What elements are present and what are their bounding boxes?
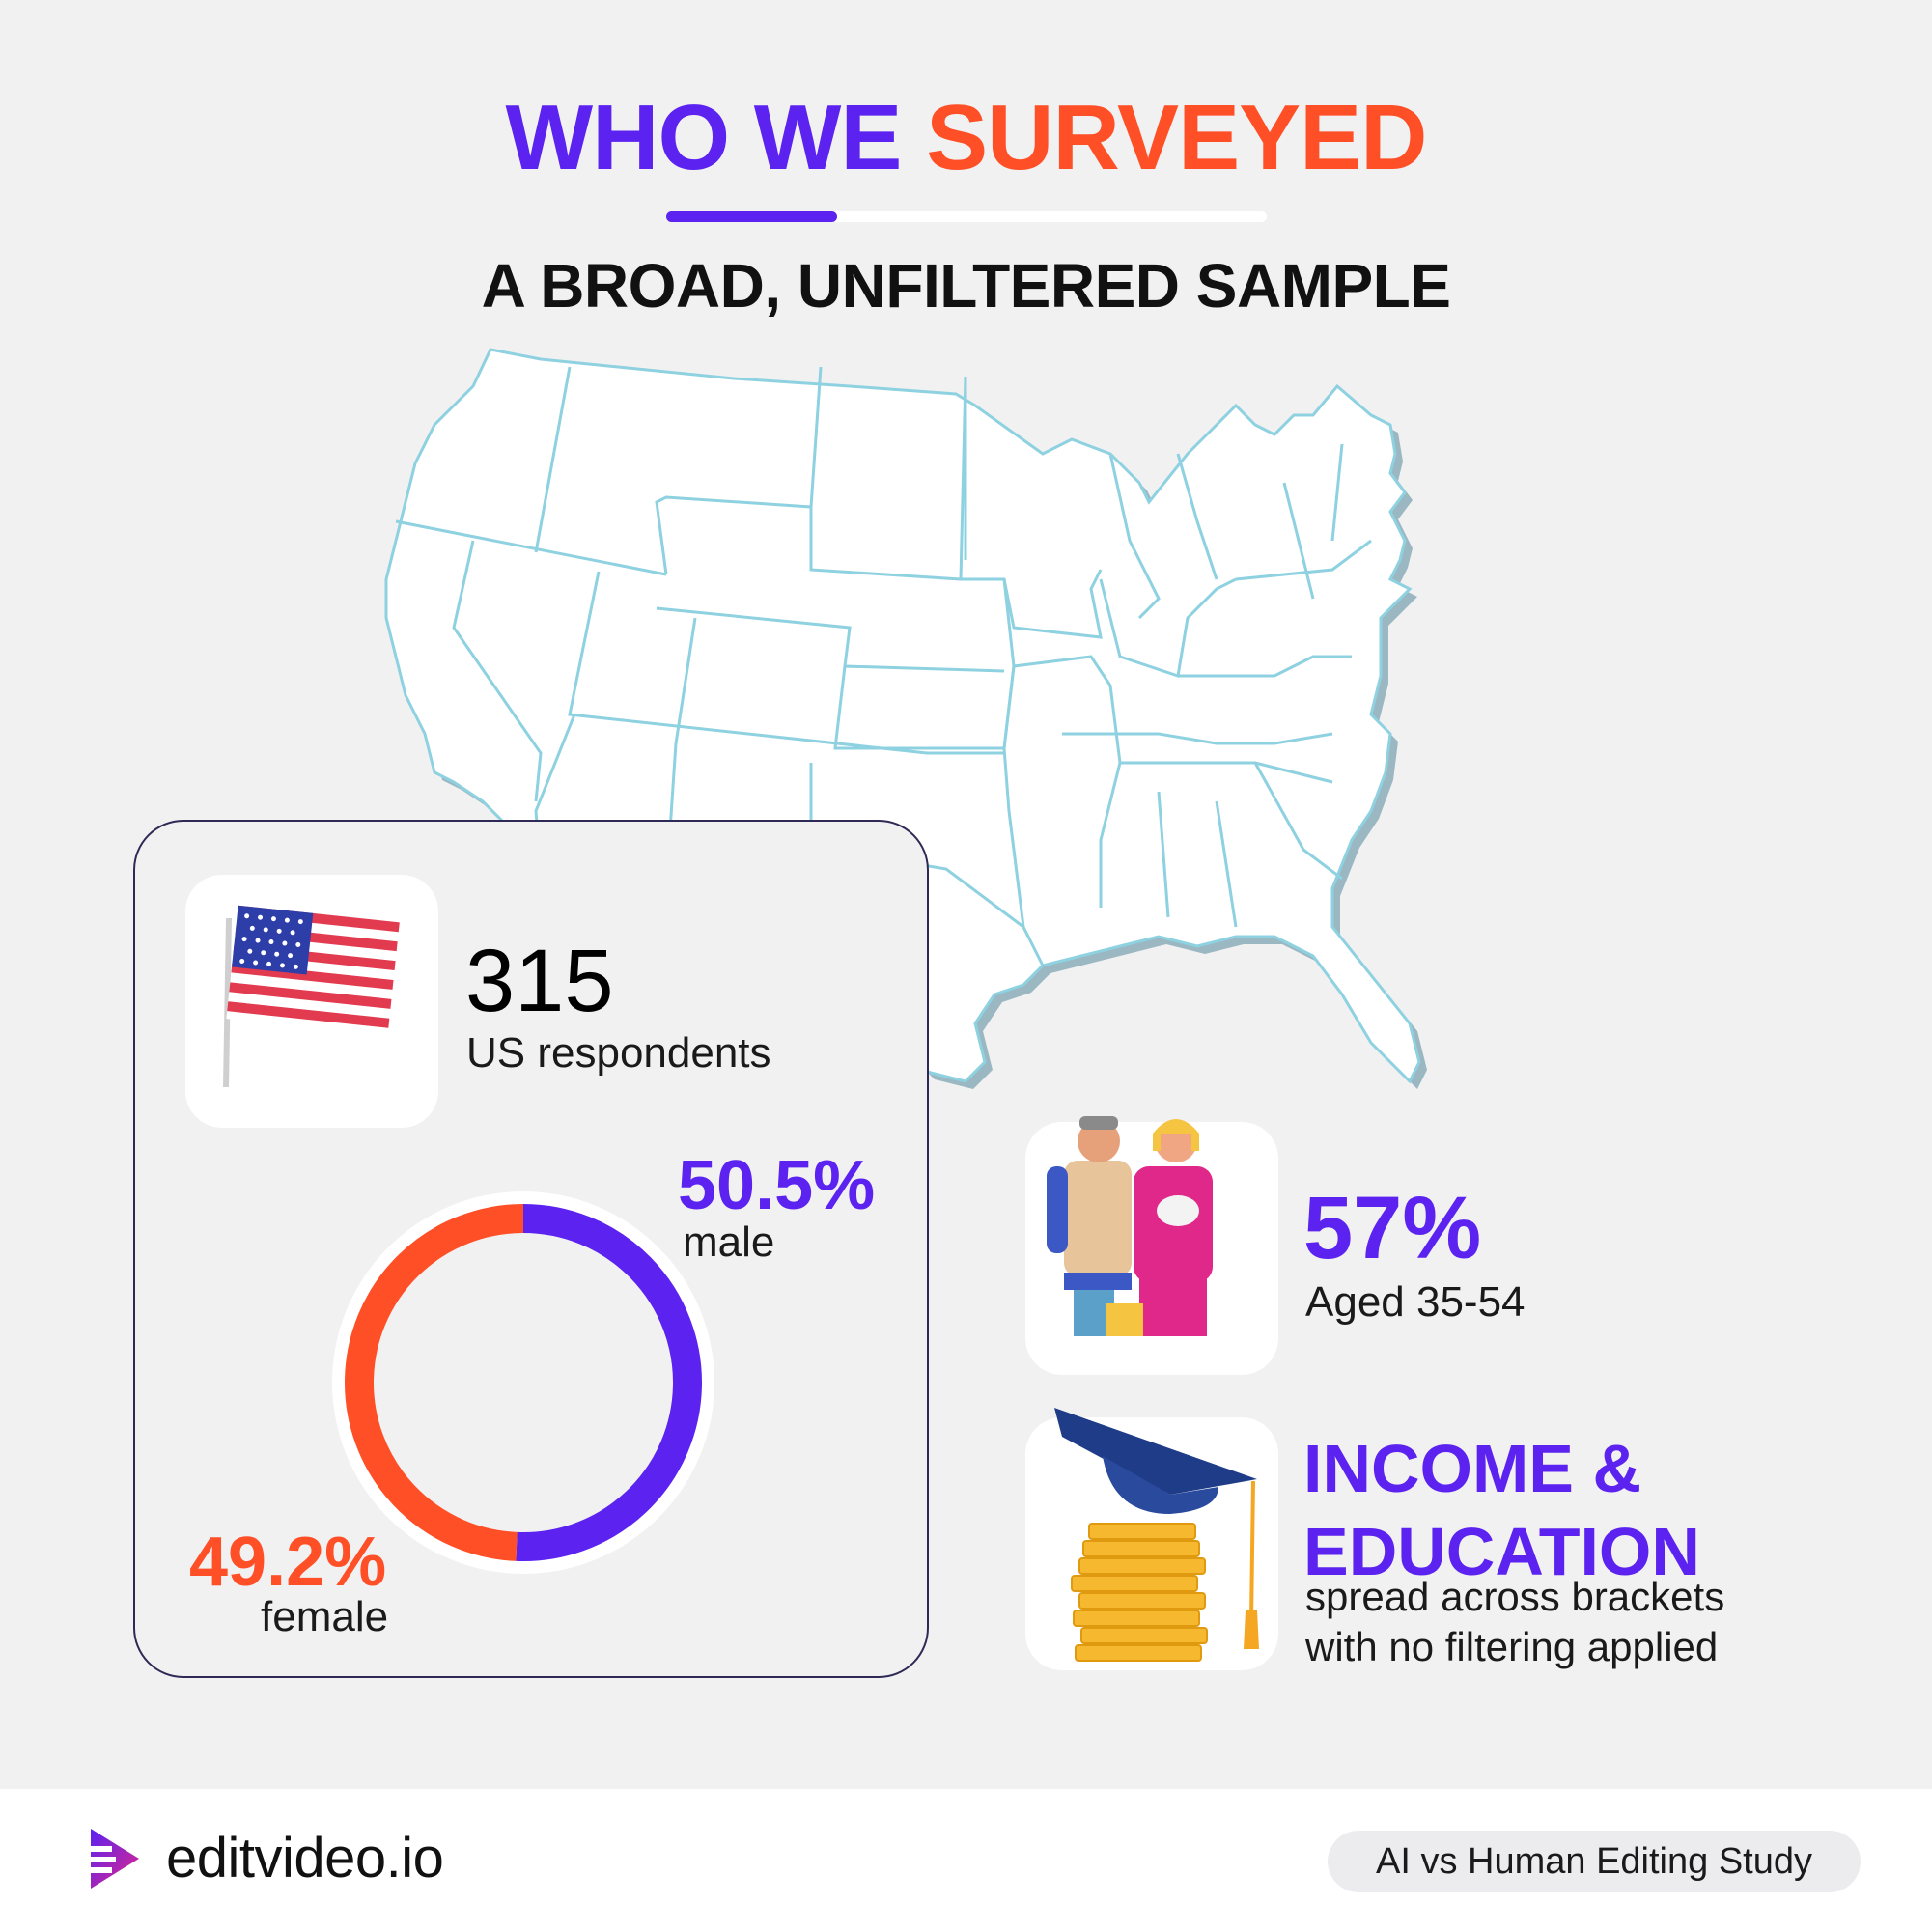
study-badge: AI vs Human Editing Study xyxy=(1328,1831,1861,1892)
female-label: female xyxy=(261,1593,389,1640)
us-flag-icon xyxy=(223,905,400,1088)
page-subtitle: A BROAD, UNFILTERED SAMPLE xyxy=(481,251,1451,321)
male-percentage: 50.5% xyxy=(678,1147,876,1224)
income-education-heading: INCOME & EDUCATION xyxy=(1303,1427,1806,1593)
income-education-tile xyxy=(1025,1408,1278,1670)
title-underline-accent xyxy=(666,211,837,222)
age-label: Aged 35-54 xyxy=(1305,1278,1526,1326)
male-label: male xyxy=(683,1218,775,1266)
play-logo-icon xyxy=(87,1829,139,1889)
couple-illustration-icon xyxy=(1047,1116,1213,1336)
title-part-1: WHO WE xyxy=(505,86,903,189)
page-title: WHO WE SURVEYED xyxy=(0,85,1932,191)
flag-tile xyxy=(185,875,438,1128)
graduation-cap-coins-icon xyxy=(1054,1408,1259,1662)
donut-segment-female xyxy=(345,1204,524,1561)
female-percentage: 49.2% xyxy=(189,1524,387,1601)
income-education-description: spread across brackets with no filtering… xyxy=(1305,1572,1846,1672)
respondent-count: 315 xyxy=(465,932,614,1030)
education-heading-line: EDUCATION xyxy=(1303,1514,1700,1589)
income-desc-line-2: with no filtering applied xyxy=(1305,1624,1719,1669)
gender-donut-chart xyxy=(332,1191,714,1574)
income-heading-line: INCOME & xyxy=(1303,1431,1641,1506)
donut-segment-male xyxy=(516,1204,702,1561)
age-tile xyxy=(1025,1116,1278,1375)
title-underline-track xyxy=(666,211,1267,222)
title-part-2: SURVEYED xyxy=(926,86,1427,189)
age-percentage: 57% xyxy=(1303,1179,1482,1277)
brand-name: editvideo.io xyxy=(166,1827,444,1890)
respondent-label: US respondents xyxy=(466,1029,771,1077)
income-desc-line-1: spread across brackets xyxy=(1305,1574,1725,1619)
